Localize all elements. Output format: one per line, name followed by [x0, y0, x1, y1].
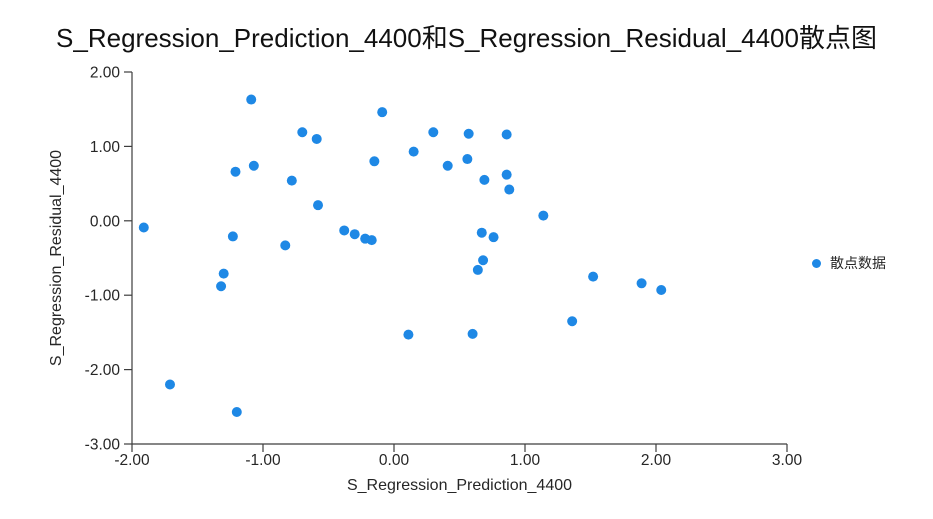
scatter-point: [588, 271, 599, 282]
scatter-point: [467, 328, 478, 339]
y-axis-title: S_Regression_Residual_4400: [48, 149, 65, 367]
x-tick-label: 0.00: [379, 452, 410, 469]
y-tick-label: -2.00: [85, 362, 121, 379]
scatter-point: [377, 107, 388, 118]
scatter-point: [246, 94, 257, 105]
scatter-point: [349, 229, 360, 240]
x-axis-title: S_Regression_Prediction_4400: [346, 477, 573, 494]
chart-title: S_Regression_Prediction_4400和S_Regressio…: [56, 23, 877, 53]
scatter-point: [428, 127, 439, 138]
scatter-point: [311, 133, 322, 144]
y-tick-label: -1.00: [85, 288, 121, 305]
scatter-point: [567, 316, 578, 327]
scatter-point: [164, 379, 175, 390]
legend-item-scatter-series[interactable]: 散点数据: [812, 253, 886, 273]
scatter-point: [230, 166, 241, 177]
scatter-point: [504, 184, 515, 195]
scatter-point: [478, 255, 489, 266]
scatter-point: [472, 264, 483, 275]
scatter-point: [280, 240, 291, 251]
scatter-point: [216, 281, 227, 292]
scatter-point: [462, 154, 473, 165]
x-tick-label: 2.00: [641, 452, 672, 469]
scatter-point: [442, 160, 453, 171]
y-tick-label: 1.00: [90, 139, 121, 156]
x-tick-label: 1.00: [510, 452, 541, 469]
scatter-point: [369, 156, 380, 167]
scatter-point: [636, 278, 647, 289]
scatter-point: [297, 127, 308, 138]
x-tick-label: 3.00: [772, 452, 803, 469]
y-tick-label: -3.00: [85, 437, 121, 454]
scatter-point: [479, 174, 490, 185]
scatter-point: [403, 329, 414, 340]
legend-marker-dot-icon: [812, 258, 821, 268]
scatter-point: [501, 169, 512, 180]
scatter-point: [656, 284, 667, 295]
scatter-point: [339, 225, 350, 236]
y-tick-label: 0.00: [90, 213, 121, 230]
scatter-point: [248, 160, 259, 171]
scatter-point: [463, 128, 474, 139]
scatter-point: [366, 235, 377, 246]
scatter-point: [286, 175, 297, 186]
scatter-point: [488, 232, 499, 243]
scatter-point: [138, 222, 149, 233]
x-tick-label: -2.00: [114, 452, 150, 469]
legend-label: 散点数据: [830, 255, 886, 271]
scatter-point: [313, 200, 324, 211]
scatter-point: [218, 268, 229, 279]
scatter-point: [538, 210, 549, 221]
x-tick-label: -1.00: [245, 452, 281, 469]
scatter-point: [501, 129, 512, 140]
scatter-point: [231, 407, 242, 418]
y-tick-label: 2.00: [90, 65, 121, 82]
scatter-point: [476, 227, 487, 238]
scatter-point: [227, 231, 238, 242]
scatter-point: [408, 146, 419, 157]
